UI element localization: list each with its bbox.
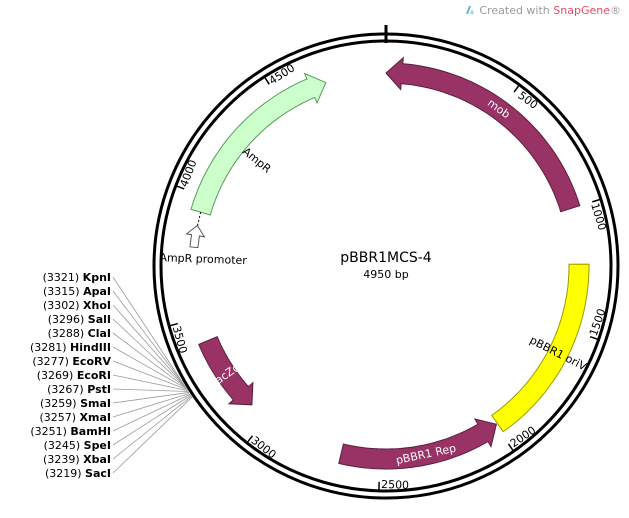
site-leader-line: [112, 346, 187, 390]
ampr-arrow: [190, 72, 327, 216]
site-enzyme: SpeI: [84, 439, 111, 452]
lacz-alpha-arrow: [198, 336, 254, 406]
site-enzyme: BamHI: [70, 425, 111, 438]
site-enzyme: HindIII: [70, 341, 111, 354]
feature-ampr-promoter[interactable]: [185, 212, 206, 249]
watermark-prefix: Created with: [479, 4, 550, 17]
tick-500: [513, 85, 520, 93]
tick-1000: [592, 198, 601, 203]
promoter-arrow-icon: [185, 224, 206, 249]
site-enzyme: ClaI: [88, 327, 111, 340]
mob-arrow: [385, 56, 581, 213]
feature-pbbr1-rep[interactable]: [338, 418, 498, 470]
site-leader-line: [112, 392, 190, 404]
restriction-site-spei[interactable]: (3245) SpeI: [44, 439, 111, 452]
feature-mob[interactable]: [385, 56, 581, 213]
restriction-site-xmai[interactable]: (3257) XmaI: [39, 411, 111, 424]
tick-3500: [169, 322, 179, 327]
site-leader-line: [112, 396, 193, 474]
ampr-promoter-label: AmpR promoter: [159, 251, 247, 267]
site-leader-line: [112, 318, 186, 388]
site-leader-line: [112, 360, 188, 391]
site-leader-line: [112, 388, 189, 392]
site-leader-line: [112, 304, 186, 387]
plasmid-length: 4950 bp: [363, 268, 408, 281]
restriction-site-labels: (3321) KpnI(3315) ApaI(3302) XhoI(3296) …: [30, 271, 193, 480]
site-enzyme: EcoRV: [72, 355, 111, 368]
site-position: (3281): [30, 341, 70, 354]
site-enzyme: XhoI: [83, 299, 111, 312]
snapgene-logo-icon: [466, 6, 475, 14]
site-leader-line: [112, 290, 185, 386]
watermark-brand: SnapGene: [553, 4, 610, 17]
site-leader-line: [112, 332, 187, 389]
tick-label-4000: 4000: [177, 158, 199, 189]
feature-pbbr1-oriv[interactable]: [491, 263, 590, 433]
site-enzyme: XbaI: [83, 453, 111, 466]
tick-label-500: 500: [516, 89, 541, 112]
site-position: (3257): [39, 411, 79, 424]
site-enzyme: KpnI: [83, 271, 111, 284]
site-enzyme: EcoRI: [77, 369, 111, 382]
site-leader-line: [112, 392, 190, 418]
site-position: (3251): [30, 425, 70, 438]
pbbr1-rep-arrow: [338, 418, 498, 470]
tick-label-2500: 2500: [381, 478, 409, 492]
site-enzyme: XmaI: [80, 411, 111, 424]
site-position: (3219): [45, 467, 85, 480]
site-enzyme: ApaI: [83, 285, 111, 298]
tick-label-1000: 1000: [588, 201, 609, 232]
pbbr1-oriv-arrow: [491, 263, 590, 433]
site-position: (3321): [43, 271, 83, 284]
restriction-site-saci[interactable]: (3219) SacI: [45, 467, 111, 480]
restriction-site-xhoi[interactable]: (3302) XhoI: [43, 299, 111, 312]
site-enzyme: PstI: [87, 383, 111, 396]
ampr-label: AmpR: [240, 145, 274, 176]
feature-lacz-alpha[interactable]: [198, 336, 254, 406]
tick-2000: [507, 443, 514, 451]
snapgene-watermark: Created with SnapGene®: [465, 4, 621, 17]
site-leader-line: [112, 374, 189, 392]
site-position: (3315): [43, 285, 83, 298]
site-position: (3259): [40, 397, 80, 410]
watermark-suffix: ®: [610, 4, 621, 17]
plasmid-name: pBBR1MCS-4: [340, 250, 432, 266]
site-position: (3296): [48, 313, 88, 326]
restriction-site-bamhi[interactable]: (3251) BamHI: [30, 425, 111, 438]
site-position: (3269): [37, 369, 77, 382]
restriction-site-clai[interactable]: (3288) ClaI: [48, 327, 111, 340]
site-enzyme: SalI: [88, 313, 111, 326]
restriction-site-psti[interactable]: (3267) PstI: [47, 383, 111, 396]
site-position: (3302): [43, 299, 83, 312]
tick-4500: [264, 77, 270, 85]
site-position: (3277): [32, 355, 72, 368]
plasmid-backbone: [152, 25, 620, 500]
site-enzyme: SacI: [85, 467, 111, 480]
site-position: (3245): [44, 439, 84, 452]
restriction-site-sali[interactable]: (3296) SalI: [48, 313, 111, 326]
restriction-site-xbai[interactable]: (3239) XbaI: [43, 453, 111, 466]
restriction-site-hindiii[interactable]: (3281) HindIII: [30, 341, 111, 354]
tick-1500: [589, 335, 598, 340]
tick-4000: [176, 185, 185, 190]
restriction-site-smai[interactable]: (3259) SmaI: [40, 397, 111, 410]
restriction-site-ecori[interactable]: (3269) EcoRI: [37, 369, 111, 382]
tick-3000: [246, 435, 254, 443]
site-leader-line: [112, 393, 191, 432]
site-leader-line: [112, 394, 192, 446]
site-leader-line: [112, 395, 192, 460]
site-position: (3288): [48, 327, 88, 340]
site-leader-line: [112, 276, 185, 385]
restriction-site-kpni[interactable]: (3321) KpnI: [43, 271, 111, 284]
feature-ampr[interactable]: [190, 72, 327, 216]
restriction-site-apai[interactable]: (3315) ApaI: [43, 285, 111, 298]
site-enzyme: SmaI: [80, 397, 111, 410]
restriction-site-ecorv[interactable]: (3277) EcoRV: [32, 355, 111, 368]
site-position: (3267): [47, 383, 87, 396]
site-position: (3239): [43, 453, 83, 466]
